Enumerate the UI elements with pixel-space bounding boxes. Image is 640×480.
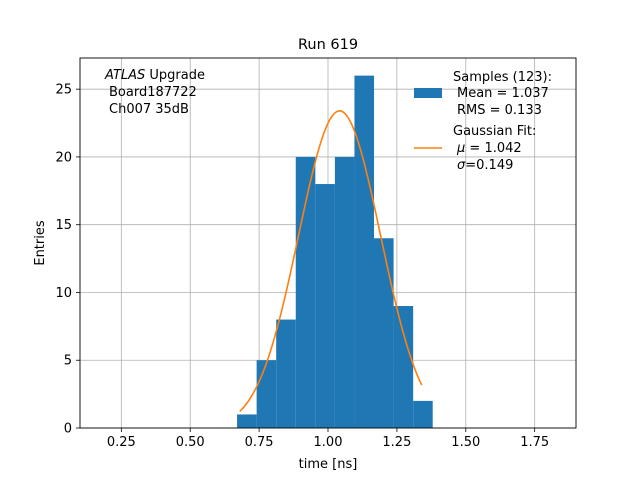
atlas-annotation: ATLAS Upgrade Board187722 Ch007 35dB	[104, 68, 205, 117]
x-tick-label: 1.25	[382, 435, 411, 450]
annotation-channel: Ch007 35dB	[109, 102, 189, 117]
y-tick-label: 10	[55, 286, 72, 301]
histogram-bar	[334, 156, 355, 428]
legend-samples-mean: Mean = 1.037	[457, 86, 549, 101]
legend-samples-rms: RMS = 0.133	[457, 103, 542, 118]
x-tick-label: 1.75	[520, 435, 549, 450]
legend-fit-title: Gaussian Fit:	[453, 124, 536, 139]
histogram-bar	[295, 156, 316, 428]
histogram-bar	[276, 319, 296, 428]
chart-title: Run 619	[298, 37, 358, 53]
histogram-bars	[237, 75, 433, 428]
histogram-bar	[354, 75, 375, 428]
histogram-bar	[256, 360, 277, 428]
y-tick-label: 15	[55, 218, 72, 233]
y-tick-label: 5	[64, 354, 72, 369]
legend: Samples (123): Mean = 1.037 RMS = 0.133 …	[414, 70, 552, 173]
y-tick-label: 25	[55, 83, 72, 98]
histogram-bar	[413, 400, 433, 428]
y-axis-ticks: 0 5 10 15 20 25	[55, 83, 80, 437]
x-tick-label: 1.50	[451, 435, 480, 450]
annotation-upgrade: Upgrade	[145, 68, 205, 83]
histogram-bar	[393, 306, 414, 428]
x-tick-label: 0.75	[245, 435, 274, 450]
x-axis-ticks: 0.25 0.50 0.75 1.00 1.25 1.50 1.75	[107, 428, 549, 450]
histogram-bar	[315, 184, 335, 428]
x-tick-label: 0.25	[107, 435, 136, 450]
grid-lines	[80, 58, 576, 429]
legend-samples-swatch	[414, 88, 442, 98]
svg-text:ATLAS Upgrade: ATLAS Upgrade	[104, 68, 205, 83]
legend-samples-title: Samples (123):	[453, 70, 552, 85]
x-axis-label: time [ns]	[299, 457, 358, 472]
x-tick-label: 0.50	[176, 435, 205, 450]
annotation-atlas: ATLAS	[104, 68, 145, 83]
annotation-board: Board187722	[109, 85, 197, 100]
gaussian-fit-curve	[239, 110, 423, 412]
histogram-bar	[374, 238, 394, 428]
y-tick-label: 20	[55, 150, 72, 165]
y-tick-label: 0	[64, 422, 72, 437]
y-axis-label: Entries	[33, 220, 48, 266]
legend-fit-mu: μ = 1.042	[456, 141, 522, 156]
x-tick-label: 1.00	[314, 435, 343, 450]
legend-fit-sigma: σ=0.149	[457, 158, 513, 173]
histogram-bar	[237, 414, 257, 428]
